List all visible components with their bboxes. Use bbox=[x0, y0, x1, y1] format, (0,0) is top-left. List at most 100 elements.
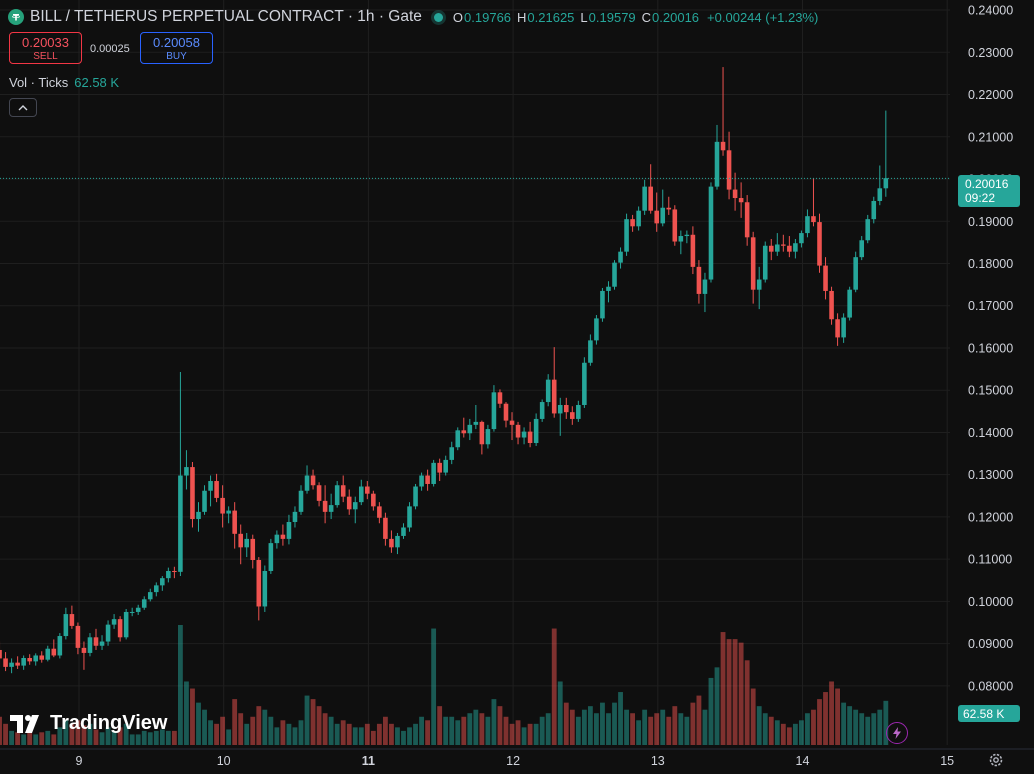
candle-body bbox=[365, 486, 370, 494]
volume-bar bbox=[630, 713, 636, 745]
volume-bar bbox=[533, 723, 539, 745]
volume-bar bbox=[600, 702, 605, 745]
time-axis[interactable]: 9 10 11 12 13 14 15 bbox=[0, 748, 1034, 768]
volume-bar bbox=[738, 642, 744, 745]
candle-body bbox=[744, 202, 750, 238]
volume-bar bbox=[841, 702, 847, 745]
volume-bar bbox=[244, 723, 250, 745]
candle-body bbox=[160, 578, 165, 586]
volume-bar bbox=[883, 700, 889, 745]
volume-bar bbox=[310, 699, 316, 745]
candle-body bbox=[154, 585, 159, 593]
candle-body bbox=[395, 535, 400, 548]
candle-body bbox=[720, 141, 726, 151]
collapse-legend-button[interactable] bbox=[9, 98, 37, 117]
candle-body bbox=[298, 490, 304, 512]
candle-body bbox=[202, 490, 207, 512]
candle-body bbox=[352, 502, 358, 510]
volume-bar bbox=[111, 730, 117, 745]
candle-body bbox=[196, 511, 201, 520]
volume-bar bbox=[401, 730, 406, 745]
volume-bar bbox=[334, 723, 340, 745]
volume-bar bbox=[756, 706, 762, 745]
candle-body bbox=[762, 245, 768, 280]
price-tick-label: 0.24000 bbox=[968, 4, 1013, 18]
volume-bar bbox=[123, 723, 129, 745]
candle-body bbox=[111, 619, 117, 625]
volume-bar bbox=[805, 713, 810, 745]
candle-body bbox=[280, 534, 286, 539]
volume-bar bbox=[491, 699, 497, 745]
candle-body bbox=[533, 418, 539, 444]
price-tick-label: 0.13000 bbox=[968, 468, 1013, 482]
tether-logo-icon bbox=[8, 9, 24, 25]
candle-body bbox=[750, 237, 756, 290]
volume-bar bbox=[250, 716, 256, 745]
price-axis[interactable]: 0.08000 0.09000 0.10000 0.11000 0.12000 0.130… bbox=[968, 4, 1013, 694]
volume-bar bbox=[159, 729, 165, 745]
volume-bar bbox=[702, 709, 708, 745]
candle-body bbox=[316, 485, 322, 501]
candle-body bbox=[455, 430, 461, 448]
candle-body bbox=[328, 505, 334, 512]
volume-bar bbox=[817, 699, 822, 745]
volume-bar bbox=[606, 713, 611, 745]
candle-body bbox=[702, 279, 708, 294]
volume-bar bbox=[196, 702, 201, 745]
volume-bar bbox=[877, 709, 883, 745]
volume-bar bbox=[153, 730, 159, 745]
volume-bar bbox=[93, 729, 99, 745]
volume-bar bbox=[382, 716, 388, 745]
candle-body bbox=[105, 624, 111, 642]
volume-bar bbox=[762, 713, 768, 745]
candle-body bbox=[250, 538, 256, 561]
candle-body bbox=[15, 662, 20, 666]
buy-button[interactable]: 0.20058 BUY bbox=[140, 32, 213, 64]
volume-legend[interactable]: Vol · Ticks 62.58 K bbox=[9, 75, 119, 90]
volume-bar bbox=[443, 716, 449, 745]
candle-body bbox=[841, 317, 846, 338]
settings-gear-icon[interactable] bbox=[988, 752, 1004, 768]
volume-bar bbox=[563, 702, 569, 745]
candle-body bbox=[539, 402, 545, 419]
candle-body bbox=[123, 611, 129, 638]
candle-body bbox=[346, 496, 352, 510]
candle-body bbox=[358, 486, 364, 503]
candle-body bbox=[0, 649, 2, 659]
volume-bar bbox=[461, 716, 467, 745]
candle-body bbox=[877, 188, 883, 201]
volume-bar bbox=[425, 720, 431, 745]
volume-bar bbox=[792, 723, 798, 745]
candle-body bbox=[33, 655, 39, 662]
sell-label: SELL bbox=[33, 50, 58, 62]
sell-button[interactable]: 0.20033 SELL bbox=[9, 32, 82, 64]
volume-bar bbox=[346, 723, 352, 745]
candle-body bbox=[389, 538, 394, 548]
time-tick-label: 14 bbox=[796, 754, 810, 768]
time-tick-label: 15 bbox=[940, 754, 954, 768]
candle-body bbox=[449, 447, 455, 460]
volume-bar bbox=[45, 730, 51, 745]
lightning-button[interactable] bbox=[886, 722, 908, 744]
volume-bar bbox=[467, 713, 473, 745]
candle-body bbox=[509, 420, 515, 425]
volume-bar bbox=[63, 720, 69, 745]
candle-body bbox=[190, 467, 195, 520]
candle-body bbox=[684, 234, 690, 237]
candle-body bbox=[768, 245, 774, 252]
volume-bar bbox=[129, 734, 135, 745]
candle-body bbox=[401, 527, 406, 536]
candle-body bbox=[39, 655, 45, 660]
price-tick-label: 0.23000 bbox=[968, 46, 1013, 60]
symbol-title[interactable]: BILL / TETHERUS PERPETUAL CONTRACT · 1h … bbox=[30, 8, 422, 25]
volume-bar bbox=[316, 706, 322, 745]
tradingview-brand[interactable]: TradingView bbox=[10, 712, 167, 735]
candle-body bbox=[793, 243, 798, 252]
candle-body bbox=[45, 648, 51, 660]
volume-bar bbox=[865, 716, 871, 745]
candle-body bbox=[732, 189, 738, 199]
volume-bar bbox=[274, 727, 280, 745]
candle-body bbox=[268, 543, 274, 571]
volume-bar bbox=[871, 713, 877, 745]
